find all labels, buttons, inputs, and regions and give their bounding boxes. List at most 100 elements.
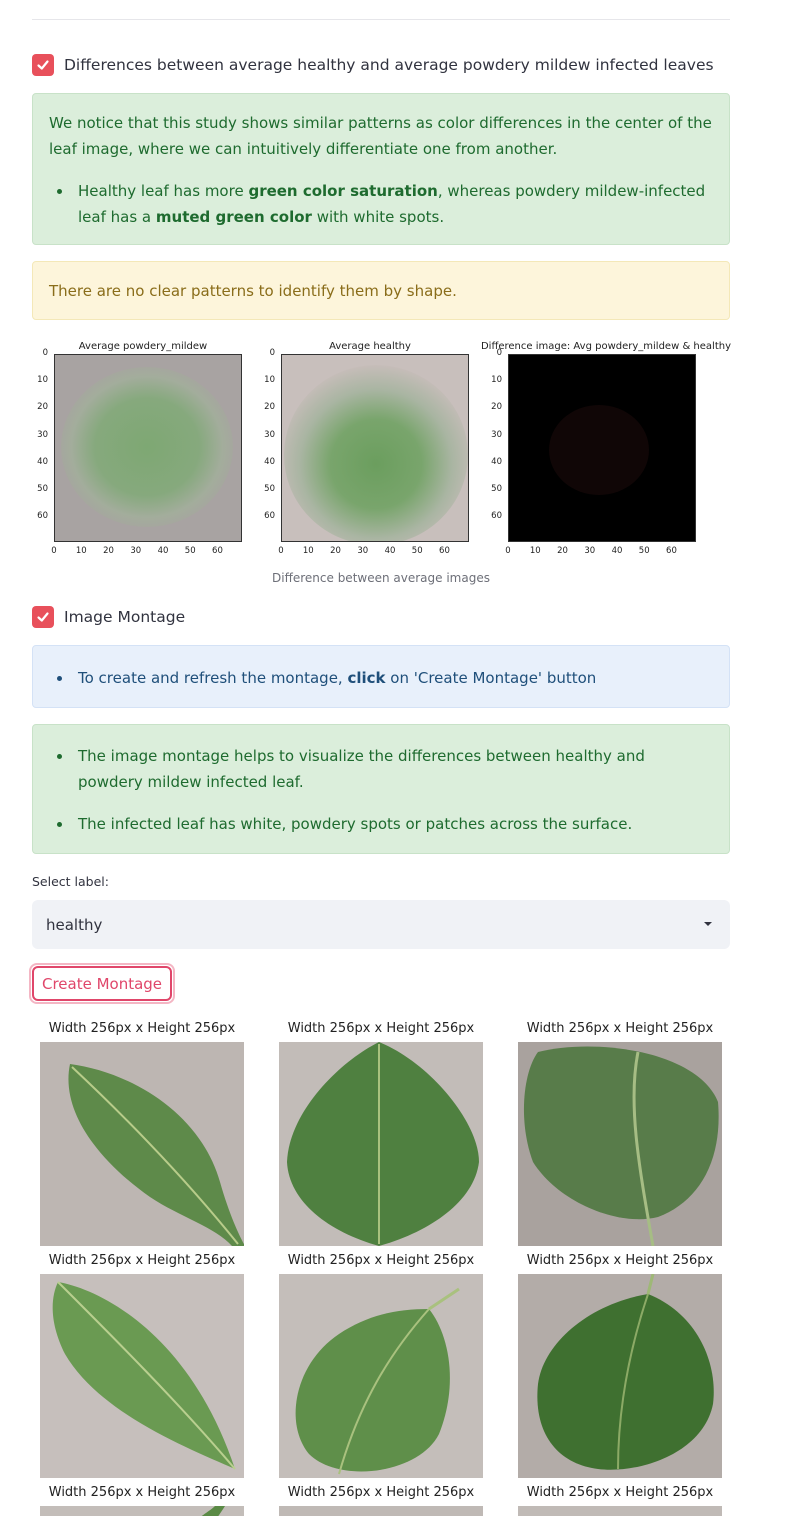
shape-warning-alert: There are no clear patterns to identify … <box>32 261 730 320</box>
y-tick-label: 0 <box>42 348 48 358</box>
leaf-image <box>279 1042 483 1246</box>
montage-success-bullet: The infected leaf has white, powdery spo… <box>49 811 713 837</box>
x-tick-label: 50 <box>184 546 196 556</box>
montage-image-6: Width 256px x Height 256px <box>518 1253 722 1478</box>
montage-success-list: The image montage helps to visualize the… <box>49 743 713 837</box>
x-tick-label: 20 <box>103 546 114 556</box>
leaf-image <box>518 1274 722 1478</box>
montage-image-8: Width 256px x Height 256px <box>279 1485 483 1516</box>
leaf-image <box>40 1042 244 1246</box>
differences-success-text: We notice that this study shows similar … <box>49 114 712 158</box>
montage-image-title: Width 256px x Height 256px <box>287 1485 475 1500</box>
leaf-image <box>518 1042 722 1246</box>
differences-success-alert: We notice that this study shows similar … <box>32 93 730 245</box>
y-tick-label: 40 <box>491 456 502 467</box>
y-tick-label: 0 <box>496 348 502 358</box>
differences-checkbox[interactable] <box>32 54 54 76</box>
y-tick-label: 50 <box>37 484 48 495</box>
x-tick-label: 50 <box>411 546 423 556</box>
montage-image-title: Width 256px x Height 256px <box>48 1253 236 1268</box>
montage-info-list: To create and refresh the montage, click… <box>49 665 713 691</box>
differences-checkbox-row[interactable]: Differences between average healthy and … <box>32 53 714 77</box>
x-tick-label: 40 <box>611 546 623 556</box>
y-tick-label: 20 <box>491 402 502 413</box>
plot-average-powdery-mildew: Average powdery_mildew 0 10 20 30 40 50 60 0 10 2… <box>32 337 254 562</box>
montage-checkbox-label: Image Montage <box>64 608 186 626</box>
x-tick-label: 10 <box>529 546 541 556</box>
differences-bullet: Healthy leaf has more green color satura… <box>49 178 713 230</box>
x-tick-label: 30 <box>357 546 369 556</box>
y-tick-label: 20 <box>264 402 275 413</box>
y-tick-label: 60 <box>264 511 275 522</box>
montage-image-5: Width 256px x Height 256px <box>279 1253 483 1478</box>
montage-image-title: Width 256px x Height 256px <box>48 1021 236 1036</box>
x-tick-label: 60 <box>666 546 677 556</box>
leaf-image <box>279 1274 483 1478</box>
y-tick-label: 50 <box>264 484 275 495</box>
montage-image-2: Width 256px x Height 256px <box>279 1021 483 1246</box>
montage-image-title: Width 256px x Height 256px <box>287 1021 475 1036</box>
check-icon <box>37 60 49 70</box>
y-tick-label: 0 <box>269 348 275 358</box>
differences-bullet-list: Healthy leaf has more green color satura… <box>49 178 713 230</box>
leaf-image <box>40 1274 244 1478</box>
select-label: Select label: <box>32 874 109 889</box>
leaf-image <box>518 1506 722 1516</box>
plot-title: Difference image: Avg powdery_mildew & h… <box>480 341 731 352</box>
x-tick-label: 10 <box>75 546 87 556</box>
y-tick-label: 40 <box>37 456 48 467</box>
montage-success-bullet: The image montage helps to visualize the… <box>49 743 713 795</box>
x-tick-label: 50 <box>638 546 650 556</box>
y-tick-label: 20 <box>37 402 48 413</box>
top-divider <box>32 19 730 20</box>
x-tick-label: 0 <box>278 546 284 556</box>
y-tick-label: 30 <box>37 429 48 440</box>
y-tick-label: 50 <box>491 484 502 495</box>
plot-title: Average powdery_mildew <box>78 341 208 352</box>
plot-average-healthy: Average healthy 0 10 20 30 40 50 60 0 10 20 30 40 50… <box>259 337 481 562</box>
y-tick-label: 30 <box>491 429 502 440</box>
x-tick-label: 40 <box>157 546 169 556</box>
y-tick-label: 60 <box>491 511 502 522</box>
y-tick-label: 30 <box>264 429 275 440</box>
label-select-value: healthy <box>46 915 103 934</box>
y-tick-label: 40 <box>264 456 275 467</box>
montage-checkbox-row[interactable]: Image Montage <box>32 605 185 629</box>
x-tick-label: 30 <box>584 546 596 556</box>
label-select[interactable]: healthy <box>32 900 730 949</box>
montage-image-7: Width 256px x Height 256px <box>40 1485 244 1516</box>
button-focus-ring <box>29 963 175 1004</box>
difference-image <box>508 354 696 542</box>
montage-info-bullet: To create and refresh the montage, click… <box>49 665 713 691</box>
y-tick-label: 10 <box>491 375 502 386</box>
x-tick-label: 30 <box>130 546 142 556</box>
montage-image-3: Width 256px x Height 256px <box>518 1021 722 1246</box>
plot-title: Average healthy <box>329 341 411 352</box>
montage-success-alert: The image montage helps to visualize the… <box>32 724 730 854</box>
montage-image-title: Width 256px x Height 256px <box>526 1021 714 1036</box>
x-tick-label: 0 <box>51 546 57 556</box>
y-tick-label: 10 <box>37 375 48 386</box>
x-tick-label: 40 <box>384 546 396 556</box>
montage-image-title: Width 256px x Height 256px <box>526 1253 714 1268</box>
x-tick-label: 60 <box>439 546 450 556</box>
x-tick-label: 60 <box>212 546 223 556</box>
plot-difference-image: Difference image: Avg powdery_mildew & h… <box>481 337 731 562</box>
montage-image-4: Width 256px x Height 256px <box>40 1253 244 1478</box>
montage-checkbox[interactable] <box>32 606 54 628</box>
figure-caption: Difference between average images <box>272 571 490 585</box>
average-powdery-mildew-image <box>54 354 242 542</box>
y-tick-label: 60 <box>37 511 48 522</box>
montage-image-title: Width 256px x Height 256px <box>287 1253 475 1268</box>
check-icon <box>37 612 49 622</box>
caret-down-icon <box>704 922 712 926</box>
montage-image-title: Width 256px x Height 256px <box>526 1485 714 1500</box>
leaf-image <box>279 1506 483 1516</box>
montage-image-9: Width 256px x Height 256px <box>518 1485 722 1516</box>
differences-checkbox-label: Differences between average healthy and … <box>64 56 714 74</box>
x-tick-label: 0 <box>505 546 511 556</box>
create-montage-button[interactable]: Create Montage <box>32 966 172 1001</box>
montage-image-1: Width 256px x Height 256px <box>40 1021 244 1246</box>
montage-image-title: Width 256px x Height 256px <box>48 1485 236 1500</box>
leaf-image <box>40 1506 244 1516</box>
